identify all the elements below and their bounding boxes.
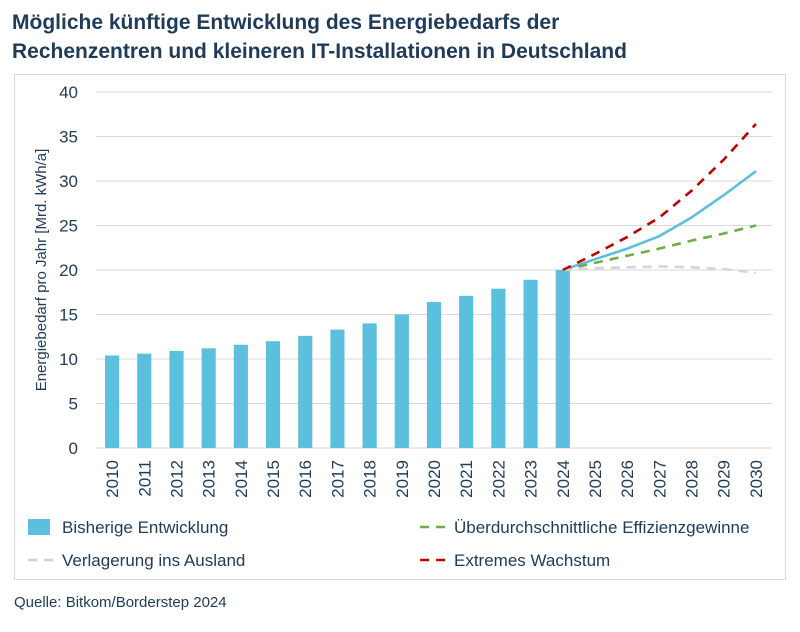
x-tick-label: 2014 (232, 460, 251, 498)
y-axis-label: Energiebedarf pro Jahr [Mrd. kWh/a] (33, 149, 50, 392)
bar-2019 (394, 314, 409, 448)
chart-title-line-1: Mögliche künftige Entwicklung des Energi… (12, 11, 560, 34)
x-tick-label: 2028 (683, 460, 702, 498)
y-tick-label: 20 (59, 261, 78, 280)
chart-frame (14, 74, 786, 580)
bar-2014 (233, 344, 248, 448)
x-tick-label: 2025 (586, 460, 605, 498)
chart-title-line-2: Rechenzentren und kleineren IT-Installat… (12, 40, 627, 63)
x-tick-label: 2010 (103, 460, 122, 498)
x-tick-label: 2022 (489, 460, 508, 498)
x-tick-label: 2018 (361, 460, 380, 498)
x-tick-label: 2023 (522, 460, 541, 498)
x-tick-label: 2021 (457, 460, 476, 498)
bar-2012 (169, 350, 184, 448)
source-note: Quelle: Bitkom/Borderstep 2024 (14, 594, 227, 611)
y-tick-label: 0 (69, 439, 78, 458)
x-tick-label: 2024 (554, 460, 573, 498)
bar-2018 (362, 323, 377, 448)
bar-2024 (555, 270, 570, 448)
y-tick-label: 15 (59, 306, 78, 325)
y-tick-label: 25 (59, 217, 78, 236)
y-tick-label: 30 (59, 172, 78, 191)
y-tick-label: 10 (59, 350, 78, 369)
bar-2021 (459, 295, 474, 448)
legend-label: Überdurchschnittliche Effizienzgewinne (454, 518, 749, 537)
line-ausland (562, 265, 757, 274)
x-tick-label: 2020 (425, 460, 444, 498)
y-tick-label: 5 (69, 395, 78, 414)
x-tick-label: 2017 (328, 460, 347, 498)
x-tick-label: 2013 (200, 460, 219, 498)
bar-2011 (137, 353, 152, 448)
bar-2022 (491, 288, 506, 448)
bar-2013 (201, 348, 216, 448)
x-tick-label: 2012 (167, 460, 186, 498)
legend-label: Extremes Wachstum (454, 551, 610, 570)
legend-label: Verlagerung ins Ausland (62, 551, 245, 570)
line-effizienz (562, 224, 757, 272)
legend-label: Bisherige Entwicklung (62, 518, 228, 537)
line-basis (562, 170, 757, 272)
bar-2015 (265, 341, 281, 448)
legend-swatch-bar (28, 519, 50, 535)
x-tick-label: 2011 (135, 460, 154, 497)
y-tick-label: 35 (59, 128, 78, 147)
bar-2020 (426, 302, 442, 448)
x-tick-label: 2027 (650, 460, 669, 498)
bar-2016 (298, 335, 313, 448)
x-tick-label: 2030 (747, 460, 766, 498)
y-tick-label: 40 (59, 83, 78, 102)
bar-2023 (523, 279, 538, 448)
bar-2017 (330, 329, 345, 448)
chart-title: Mögliche künftige Entwicklung des Energi… (12, 8, 772, 66)
line-extrem (562, 123, 757, 272)
x-tick-label: 2016 (296, 460, 315, 498)
x-tick-label: 2019 (393, 460, 412, 498)
bar-2010 (105, 355, 120, 448)
x-tick-label: 2029 (715, 460, 734, 498)
x-tick-label: 2026 (618, 460, 637, 498)
x-tick-label: 2015 (264, 460, 283, 498)
